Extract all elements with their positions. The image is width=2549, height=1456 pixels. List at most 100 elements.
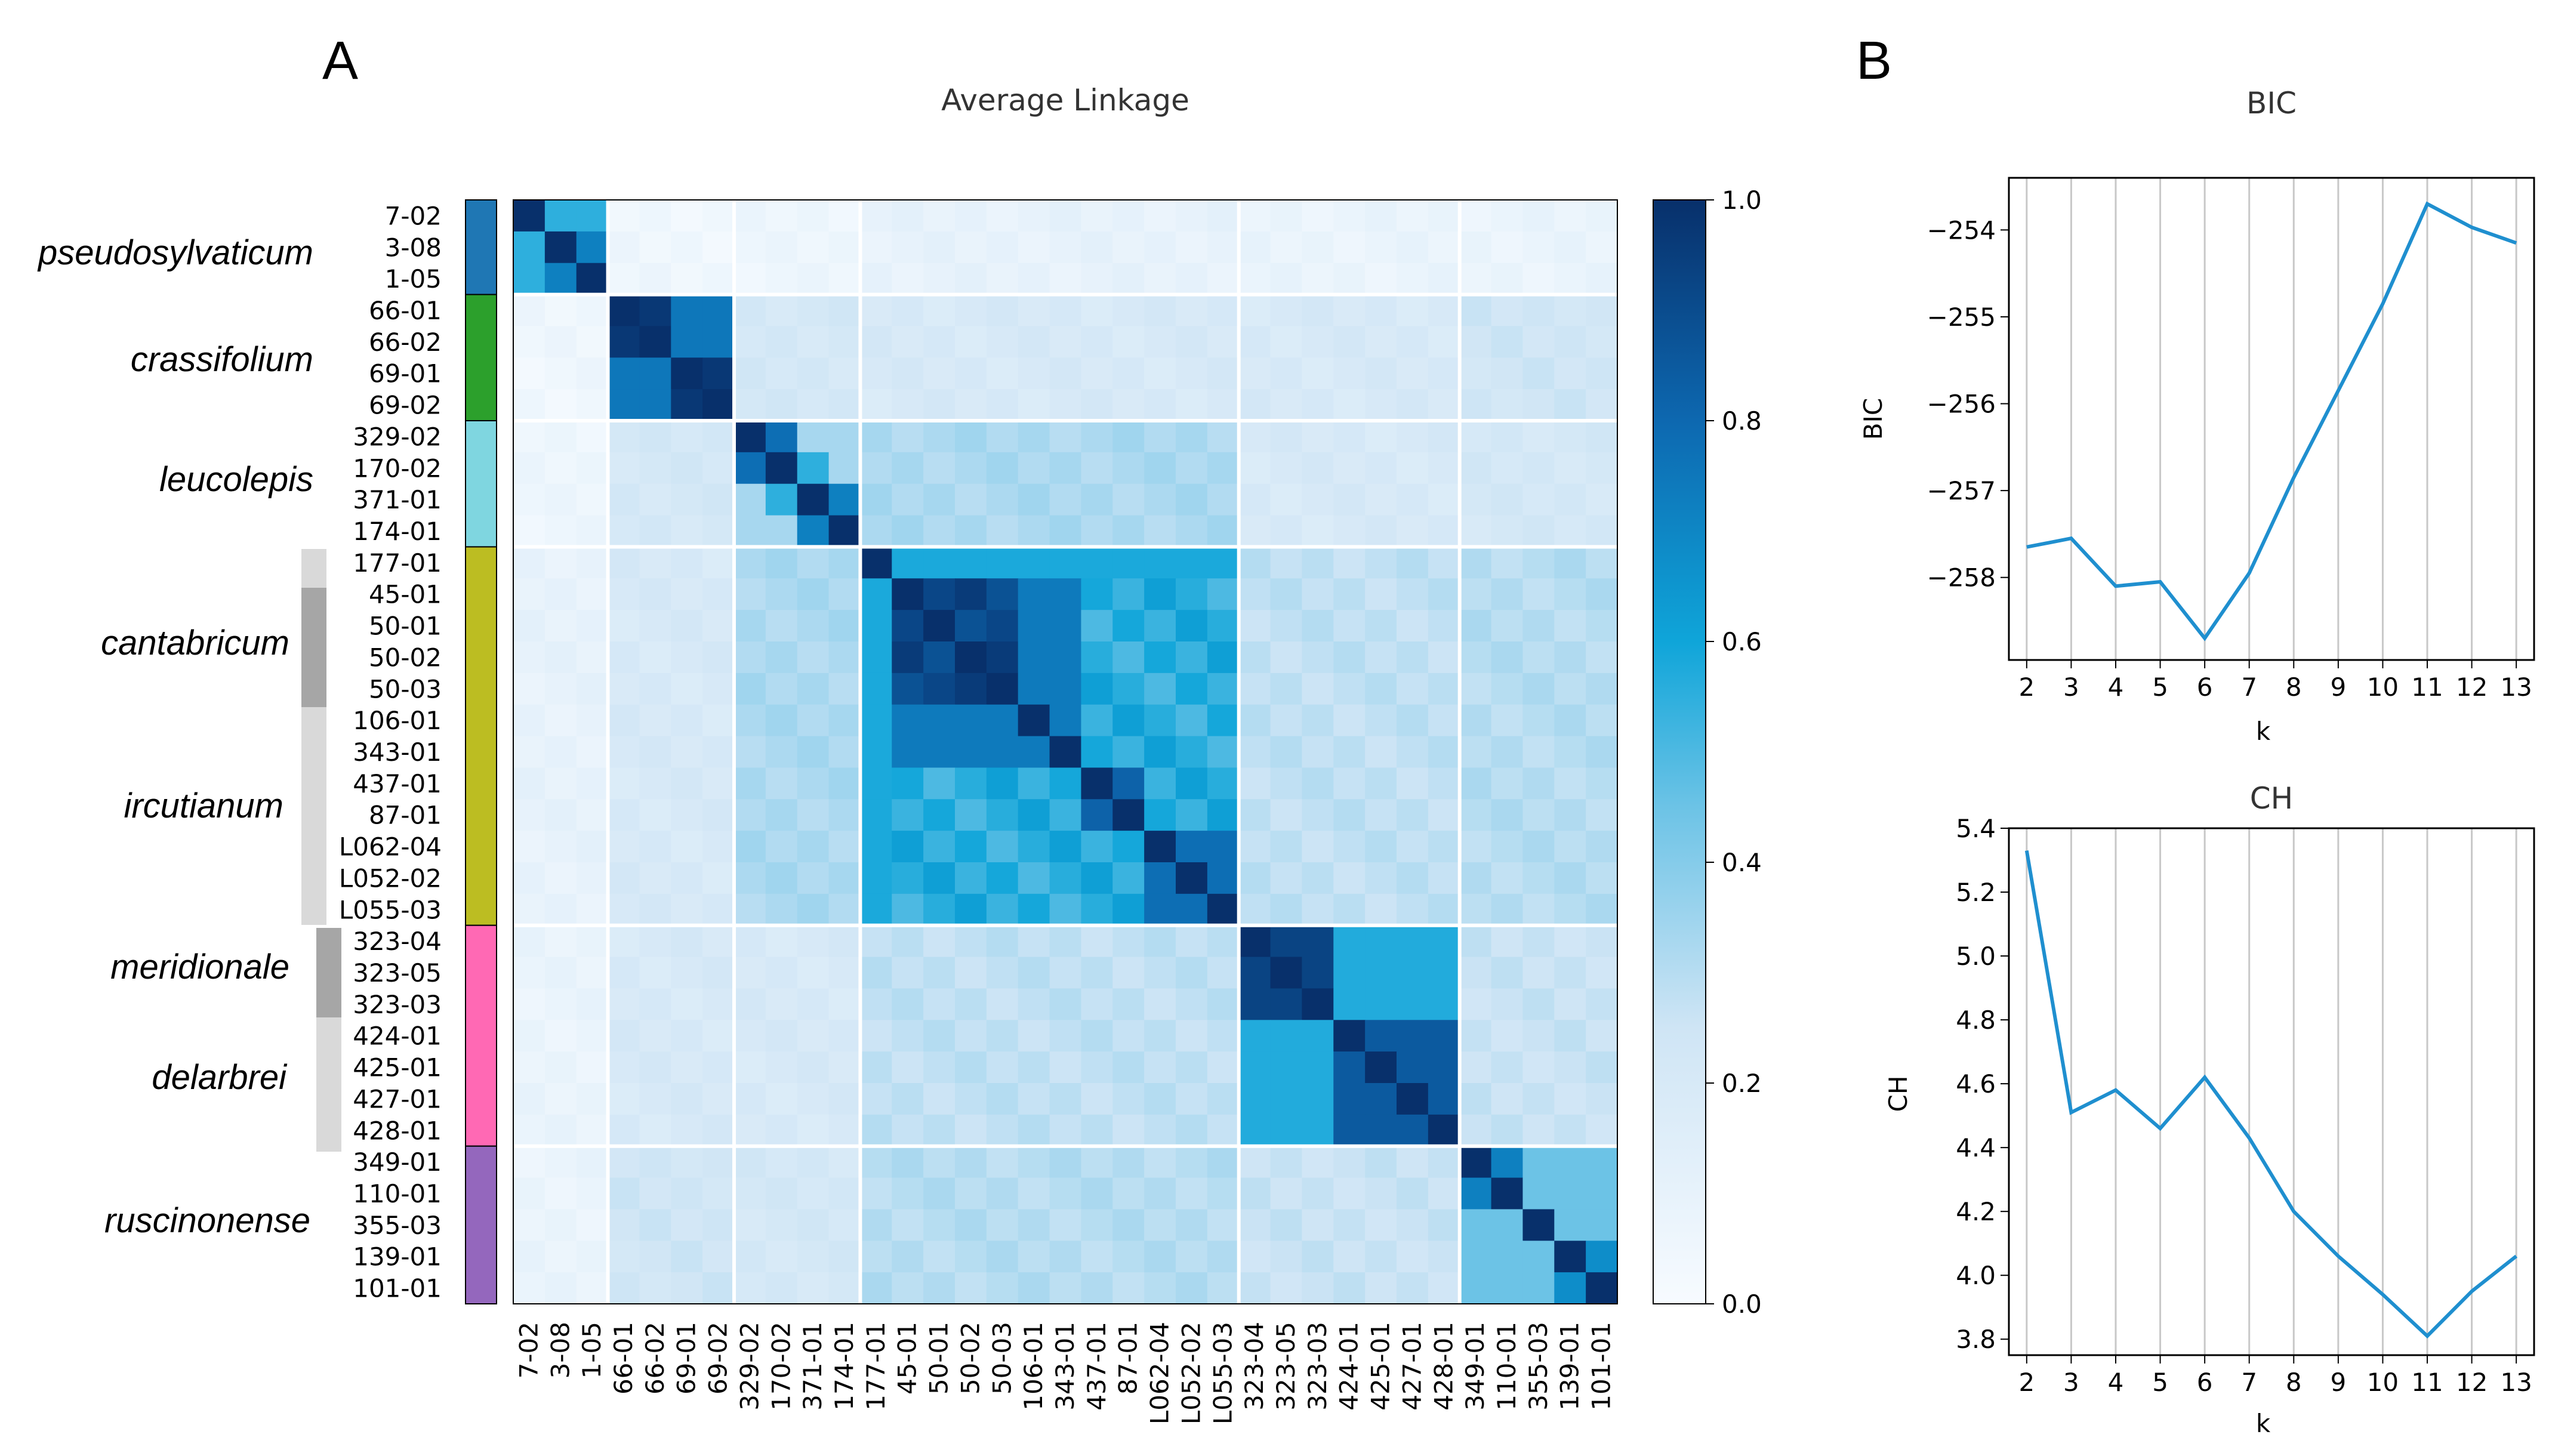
heatmap-cell: [1270, 831, 1303, 863]
heatmap-cell: [544, 799, 577, 831]
heatmap-cell: [797, 578, 830, 610]
heatmap-cell: [1397, 799, 1429, 831]
heatmap-cell: [1144, 673, 1176, 705]
heatmap-cell: [608, 610, 640, 642]
x-tick-label: 3: [2063, 1368, 2079, 1397]
ch-ylabel: CH: [1884, 1076, 1913, 1112]
heatmap-cell: [1302, 1146, 1334, 1179]
heatmap-cell: [1522, 893, 1555, 926]
heatmap-cell: [1428, 704, 1460, 737]
row-label: 66-02: [369, 328, 442, 357]
heatmap-cell: [1554, 988, 1586, 1020]
heatmap-cell: [1207, 578, 1240, 610]
heatmap-cell: [1397, 1083, 1429, 1115]
heatmap-cell: [1176, 831, 1208, 863]
heatmap-cell: [1586, 547, 1618, 579]
heatmap-cell: [1176, 326, 1208, 358]
heatmap-cell: [1112, 767, 1145, 800]
heatmap-cell: [797, 421, 830, 453]
row-label: 424-01: [353, 1022, 442, 1051]
heatmap-cell: [1270, 673, 1303, 705]
panel-label-b: B: [1856, 31, 1892, 91]
heatmap-cell: [765, 515, 798, 548]
heatmap-cell: [1365, 1241, 1397, 1273]
heatmap-cell: [702, 1272, 735, 1304]
heatmap-cell: [1522, 1272, 1555, 1304]
column-label: 329-02: [735, 1322, 764, 1411]
heatmap-cell: [765, 294, 798, 327]
heatmap-cell: [1428, 893, 1460, 926]
heatmap-cell: [608, 893, 640, 926]
heatmap-cell: [765, 357, 798, 390]
heatmap-cell: [765, 704, 798, 737]
heatmap-cell: [955, 1272, 987, 1304]
heatmap-cell: [671, 357, 703, 390]
heatmap-cell: [1207, 547, 1240, 579]
heatmap-cell: [1428, 862, 1460, 894]
heatmap-cell: [797, 231, 830, 264]
heatmap-cell: [1333, 957, 1366, 989]
heatmap-cell: [1081, 1209, 1113, 1241]
heatmap-cell: [513, 389, 545, 421]
heatmap-cell: [671, 1272, 703, 1304]
row-label: 45-01: [369, 580, 442, 609]
heatmap-cell: [1207, 200, 1240, 232]
heatmap-cell: [513, 357, 545, 390]
heatmap-cell: [892, 988, 924, 1020]
heatmap-cell: [797, 483, 830, 516]
cluster-boundaries: [513, 199, 1618, 1304]
heatmap-cell: [544, 421, 577, 453]
heatmap-cell: [860, 1083, 892, 1115]
column-label: 69-01: [672, 1322, 701, 1395]
heatmap-cell: [1428, 641, 1460, 674]
heatmap-cell: [1522, 515, 1555, 548]
heatmap-cell: [1586, 1051, 1618, 1084]
y-tick-label: 4.0: [1956, 1261, 1996, 1290]
heatmap-cell: [1238, 1020, 1271, 1052]
heatmap-cell: [544, 1209, 577, 1241]
heatmap-cell: [1049, 1146, 1082, 1179]
heatmap-cell: [1081, 799, 1113, 831]
heatmap-cell: [1238, 231, 1271, 264]
heatmap-cell: [986, 200, 1019, 232]
column-label: 69-02: [704, 1322, 733, 1395]
heatmap-cell: [1207, 767, 1240, 800]
heatmap-cell: [734, 704, 766, 737]
heatmap-cell: [1112, 1272, 1145, 1304]
heatmap-cell: [955, 799, 987, 831]
heatmap-cell: [734, 767, 766, 800]
heatmap-cell: [1081, 200, 1113, 232]
heatmap-cell: [1238, 1146, 1271, 1179]
heatmap-cell: [1459, 452, 1492, 485]
heatmap-cell: [1238, 988, 1271, 1020]
y-tick-label: 3.8: [1956, 1325, 1996, 1354]
heatmap-cell: [892, 357, 924, 390]
colorbar-tick-label: 0.0: [1722, 1290, 1762, 1319]
heatmap-cell: [544, 610, 577, 642]
heatmap-cell: [1586, 263, 1618, 295]
heatmap-cell: [544, 862, 577, 894]
heatmap-cell: [734, 893, 766, 926]
heatmap-cell: [1049, 925, 1082, 958]
heatmap-cell: [1365, 736, 1397, 769]
column-label: 424-01: [1334, 1322, 1364, 1411]
heatmap-cell: [1270, 1083, 1303, 1115]
heatmap-cell: [1365, 893, 1397, 926]
heatmap-cell: [1554, 736, 1586, 769]
row-label: 87-01: [369, 801, 442, 830]
heatmap-cell: [608, 925, 640, 958]
heatmap-cell: [955, 641, 987, 674]
heatmap-cell: [1018, 862, 1050, 894]
heatmap-cell: [797, 294, 830, 327]
heatmap-cell: [860, 704, 892, 737]
heatmap-cell: [828, 421, 861, 453]
heatmap-cell: [1365, 294, 1397, 327]
heatmap-cell: [1049, 294, 1082, 327]
heatmap-cell: [923, 1051, 956, 1084]
heatmap-cell: [797, 799, 830, 831]
heatmap-cell: [734, 799, 766, 831]
heatmap-cell: [1302, 1177, 1334, 1210]
column-label: 110-01: [1492, 1322, 1521, 1411]
heatmap-cell: [892, 515, 924, 548]
heatmap-cell: [1270, 1146, 1303, 1179]
